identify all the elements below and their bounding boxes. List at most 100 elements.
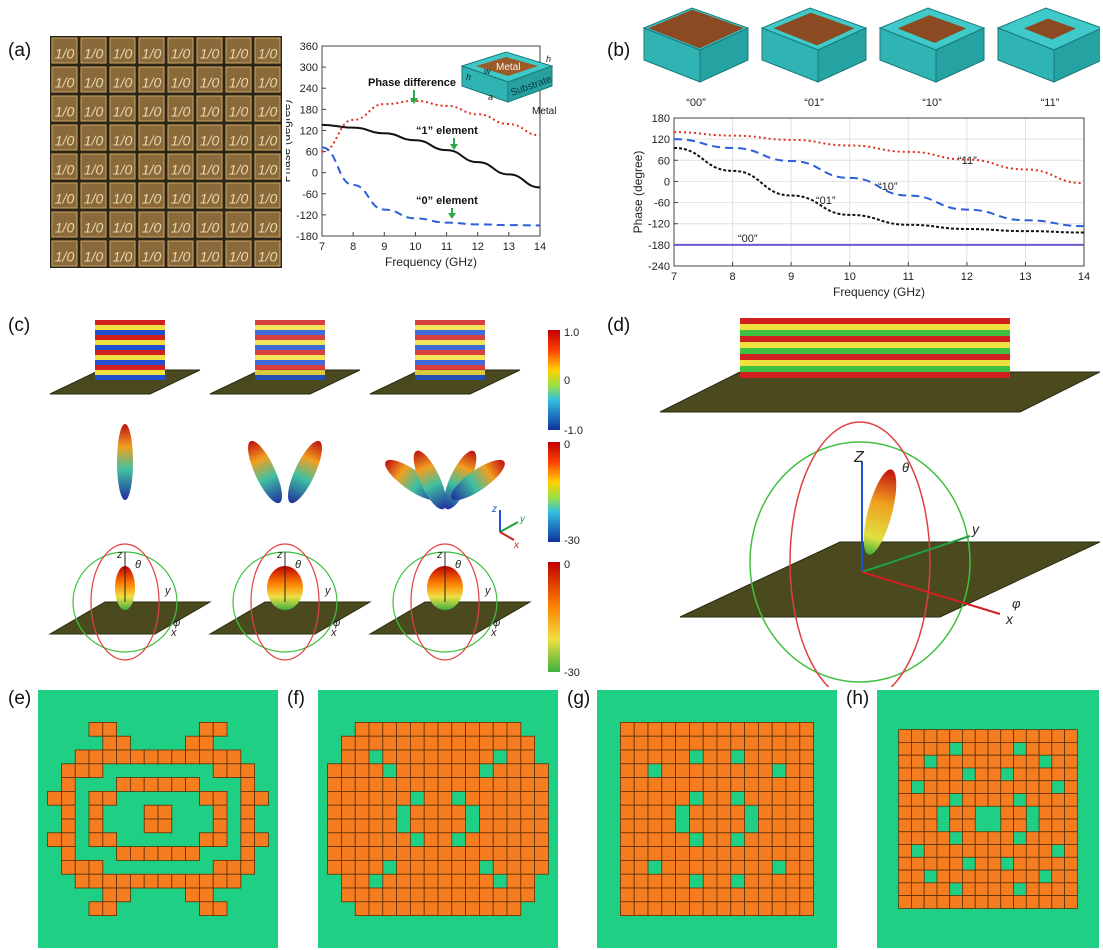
coding-cell bbox=[1000, 831, 1014, 845]
coding-cell bbox=[102, 832, 118, 848]
field-band bbox=[740, 336, 1010, 342]
coding-cell bbox=[716, 722, 732, 737]
coding-cell bbox=[661, 887, 677, 903]
coding-cell bbox=[974, 793, 989, 807]
coding-cell bbox=[757, 777, 773, 792]
field-band bbox=[95, 360, 165, 365]
coding-cell bbox=[923, 895, 938, 909]
colorbar-far1-min: -30 bbox=[564, 535, 580, 547]
coding-cell bbox=[898, 818, 912, 833]
coding-cell bbox=[1000, 729, 1014, 743]
coding-cell bbox=[744, 873, 759, 889]
unit-cell-3: “11” bbox=[996, 7, 1100, 109]
y-tick-label: -240 bbox=[648, 261, 670, 273]
metasurface-cell bbox=[80, 124, 107, 151]
annotation-arrowhead bbox=[448, 213, 456, 219]
series-line-2 bbox=[321, 146, 541, 227]
coding-cell bbox=[492, 791, 508, 806]
coding-cell bbox=[716, 735, 732, 751]
coding-cell bbox=[382, 722, 398, 737]
metasurface-cell bbox=[254, 124, 281, 151]
coding-cell bbox=[757, 804, 773, 820]
coding-cell bbox=[368, 735, 384, 751]
metasurface-cell bbox=[225, 95, 252, 122]
coding-cell bbox=[212, 873, 228, 889]
metasurface-cell bbox=[109, 211, 136, 238]
coding-cell bbox=[633, 804, 649, 820]
field-band bbox=[415, 340, 485, 345]
coding-cell bbox=[478, 873, 494, 889]
coding-cell bbox=[949, 869, 963, 884]
coding-cell bbox=[116, 887, 131, 903]
coding-cell bbox=[60, 804, 76, 820]
coding-cell bbox=[102, 749, 118, 765]
coding-cell bbox=[1025, 844, 1040, 858]
coding-cell bbox=[368, 791, 384, 806]
coding-cell bbox=[702, 818, 718, 834]
metasurface-cell bbox=[51, 37, 78, 64]
coding-cell bbox=[898, 844, 912, 858]
series-line-2 bbox=[673, 146, 1085, 234]
coding-cell bbox=[478, 722, 494, 737]
coding-cell bbox=[974, 742, 989, 756]
colorbar-field bbox=[548, 330, 560, 430]
unit-cell-0: “00” bbox=[642, 7, 750, 109]
coding-cell bbox=[689, 901, 704, 917]
axis-z-label: Z bbox=[853, 449, 865, 466]
metasurface-cell-text: 1/0 bbox=[55, 133, 75, 149]
coding-cell bbox=[198, 873, 214, 889]
coding-cell bbox=[534, 818, 549, 834]
coding-cell bbox=[689, 777, 704, 792]
coding-cell bbox=[799, 749, 815, 765]
coding-cell bbox=[143, 804, 159, 820]
coding-cell bbox=[185, 873, 200, 889]
coding-cell bbox=[478, 887, 494, 903]
coding-cell bbox=[520, 818, 536, 834]
coding-cell bbox=[1051, 742, 1065, 756]
coding-cell bbox=[974, 754, 989, 769]
coding-cell bbox=[633, 791, 649, 806]
field-band bbox=[255, 335, 325, 340]
coding-cell bbox=[987, 729, 1002, 743]
y-tick-label: 60 bbox=[658, 155, 670, 167]
coding-cell bbox=[492, 846, 508, 861]
y-tick-label: -120 bbox=[648, 219, 670, 231]
coding-cell bbox=[116, 735, 131, 751]
coding-cell bbox=[327, 846, 342, 861]
coding-cell bbox=[911, 882, 925, 896]
coding-cell bbox=[1013, 754, 1027, 769]
coding-cell bbox=[354, 777, 370, 792]
coding-cell bbox=[506, 791, 522, 806]
colorbar-far2 bbox=[548, 562, 560, 672]
coding-cell bbox=[157, 818, 173, 834]
coding-cell bbox=[987, 767, 1002, 782]
panel-label-h: (h) bbox=[846, 688, 870, 709]
coding-cell bbox=[60, 846, 76, 861]
coding-cell bbox=[1051, 869, 1065, 884]
coding-cell bbox=[492, 763, 508, 779]
coding-cell bbox=[506, 887, 522, 903]
coding-cell bbox=[675, 859, 690, 875]
cell-metal-patch bbox=[1024, 18, 1076, 40]
axis-y-label: y bbox=[484, 585, 492, 597]
metasurface-cell-text: 1/0 bbox=[200, 104, 220, 120]
coding-cell bbox=[661, 791, 677, 806]
y-tick-label: 120 bbox=[300, 125, 318, 137]
coding-cell bbox=[1064, 831, 1078, 845]
coding-cell bbox=[437, 818, 453, 834]
coding-cell bbox=[716, 804, 732, 820]
coding-cell bbox=[437, 887, 453, 903]
colorbar-field-max: 1.0 bbox=[564, 327, 579, 339]
coding-cell bbox=[506, 763, 522, 779]
coding-cell bbox=[633, 859, 649, 875]
metasurface-cell-text: 1/0 bbox=[113, 104, 133, 120]
axis-y-label: y bbox=[324, 585, 332, 597]
coding-cell bbox=[1038, 729, 1053, 743]
axis-x-label: x bbox=[1005, 611, 1014, 627]
coding-cell bbox=[799, 873, 815, 889]
coding-cell bbox=[423, 901, 439, 917]
coding-cell bbox=[492, 901, 508, 917]
y-tick-label: 240 bbox=[300, 83, 318, 95]
coding-cell bbox=[744, 791, 759, 806]
metasurface-cell-text: 1/0 bbox=[229, 104, 249, 120]
